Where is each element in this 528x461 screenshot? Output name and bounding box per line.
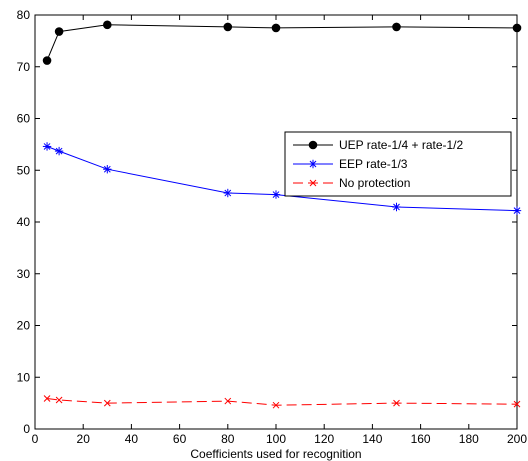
x-axis-label: Coefficients used for recognition — [190, 447, 361, 461]
series — [42, 20, 522, 65]
data-point-marker — [54, 27, 64, 36]
y-tick-label: 60 — [17, 112, 31, 126]
data-point-marker — [103, 20, 112, 30]
series-layer — [42, 20, 522, 409]
data-point-marker — [512, 23, 522, 33]
x-tick-label: 60 — [173, 432, 187, 446]
x-tick-label: 140 — [362, 432, 382, 446]
data-point-marker — [309, 179, 317, 187]
legend-item: EEP rate-1/3 — [293, 157, 408, 171]
data-point-marker — [513, 400, 521, 408]
y-tick-label: 10 — [17, 370, 31, 384]
data-point-marker — [224, 397, 232, 405]
data-point-marker — [55, 396, 63, 404]
data-point-marker — [223, 22, 233, 32]
data-point-marker — [308, 159, 318, 169]
series — [42, 142, 522, 215]
legend-label: No protection — [339, 176, 410, 190]
data-point-marker — [42, 56, 52, 65]
y-tick-label: 0 — [23, 422, 30, 436]
data-point-marker — [43, 395, 51, 402]
y-tick-label: 50 — [17, 163, 31, 177]
x-tick-label: 120 — [314, 432, 334, 446]
legend-label: UEP rate-1/4 + rate-1/2 — [339, 138, 464, 152]
data-point-marker — [392, 22, 401, 32]
x-tick-label: 0 — [32, 432, 39, 446]
plot-area — [34, 14, 518, 430]
data-point-marker — [42, 142, 52, 151]
y-tick-label: 40 — [17, 215, 31, 229]
legend-label: EEP rate-1/3 — [339, 157, 408, 171]
x-tick-label: 40 — [125, 432, 139, 446]
x-tick-label: 180 — [459, 432, 479, 446]
x-tick-label: 200 — [507, 432, 527, 446]
y-tick-label: 30 — [17, 267, 31, 281]
x-tick-label: 80 — [221, 432, 235, 446]
data-point-marker — [392, 202, 401, 212]
y-tick-label: 80 — [17, 8, 31, 22]
data-point-marker — [512, 206, 522, 215]
data-point-marker — [271, 23, 281, 33]
x-tick-label: 20 — [77, 432, 91, 446]
legend-item: No protection — [293, 176, 410, 190]
legend-item: UEP rate-1/4 + rate-1/2 — [293, 138, 464, 152]
series — [43, 395, 521, 409]
x-tick-label: 100 — [266, 432, 286, 446]
data-point-marker — [103, 165, 112, 174]
x-axis-ticks: 0 20 40 60 80 100 120 140 160 180 200 — [32, 15, 527, 446]
data-point-marker — [272, 401, 280, 409]
x-tick-label: 160 — [411, 432, 431, 446]
data-point-marker — [271, 190, 281, 199]
y-axis-ticks: 0 10 20 30 40 50 60 70 80 — [17, 8, 517, 436]
data-point-marker — [393, 399, 400, 407]
data-point-marker — [103, 399, 111, 407]
data-point-marker — [308, 140, 318, 150]
legend: UEP rate-1/4 + rate-1/2 EEP rate-1/3 No pr… — [284, 131, 512, 197]
y-tick-label: 70 — [17, 60, 31, 74]
data-point-marker — [54, 146, 64, 156]
data-point-marker — [223, 188, 232, 198]
y-tick-label: 20 — [17, 319, 31, 333]
